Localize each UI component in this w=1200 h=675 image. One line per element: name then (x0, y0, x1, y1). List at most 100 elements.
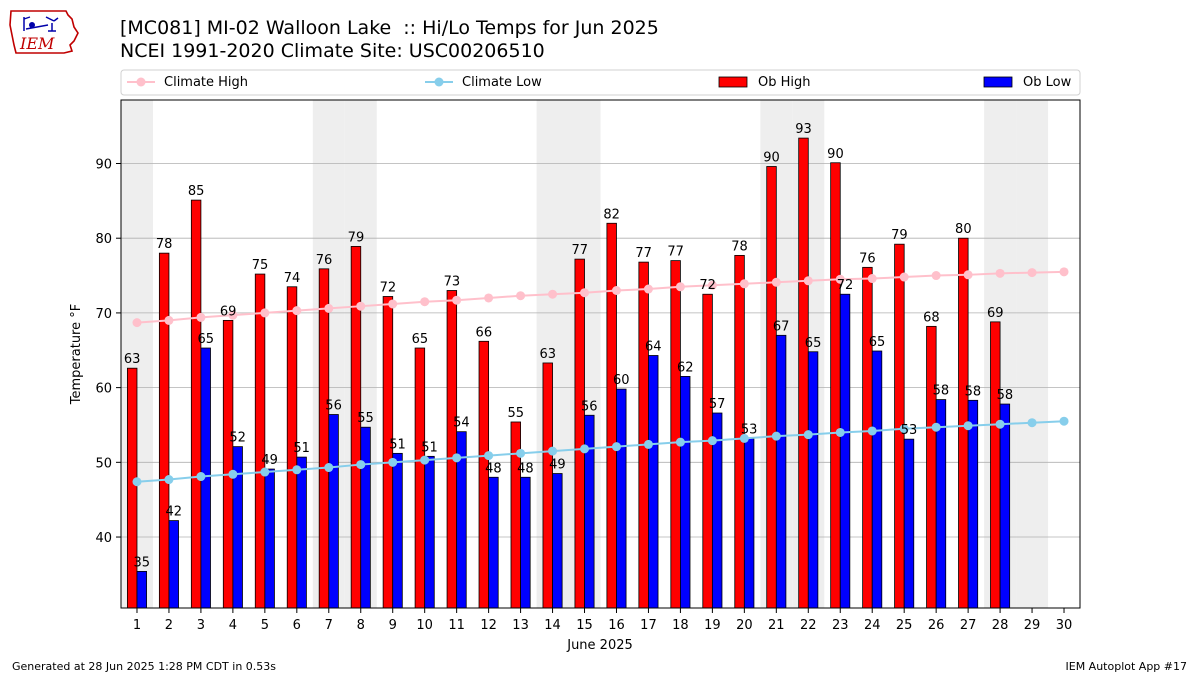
ob-low-bar-1 (136, 570, 147, 609)
ob-high-bar-5 (254, 273, 266, 609)
ob-low-bar-7 (328, 414, 339, 609)
x-tick-label-9: 9 (389, 618, 397, 633)
x-tick-label-29: 29 (1024, 618, 1041, 633)
ob-high-bar-28 (990, 321, 1001, 609)
ob-low-bar-17 (648, 355, 659, 609)
climate-high-line (136, 270, 1065, 324)
ob-high-label-7: 76 (316, 253, 333, 268)
ob-low-bar-13 (520, 476, 531, 609)
ob-low-label-13: 48 (517, 461, 534, 476)
ob-high-label-25: 79 (891, 228, 908, 243)
climate-high-point-20 (739, 279, 749, 289)
ob-low-label-28: 58 (997, 388, 1014, 403)
ob-low-label-15: 56 (581, 399, 598, 414)
climate-high-point-8 (356, 301, 366, 311)
climate-high-point-5 (260, 308, 270, 318)
ob-high-label-19: 72 (699, 278, 716, 293)
x-tick-label-3: 3 (197, 618, 205, 633)
chart-subtitle: NCEI 1991-2020 Climate Site: USC00206510 (120, 40, 545, 62)
ob-low-bar-16 (616, 388, 627, 609)
ob-high-label-6: 74 (284, 271, 301, 286)
y-axis-label: Temperature °F (69, 304, 84, 405)
ob-low-label-21: 67 (773, 319, 790, 334)
ob-high-bar-17 (638, 261, 649, 609)
climate-low-point-21 (771, 431, 781, 441)
ob-high-label-1: 63 (124, 352, 141, 367)
ob-low-bar-18 (680, 376, 691, 609)
climate-low-point-9 (388, 457, 398, 467)
ob-high-label-18: 77 (667, 245, 684, 260)
climate-low-point-28 (995, 419, 1005, 429)
bars (126, 137, 1011, 609)
ob-low-bar-24 (871, 350, 883, 609)
ob-high-label-17: 77 (635, 246, 652, 261)
climate-low-point-12 (484, 451, 494, 461)
ob-high-bar-26 (926, 325, 937, 609)
ob-high-label-2: 78 (156, 237, 173, 252)
climate-high-point-26 (931, 271, 941, 281)
ob-low-bar-21 (775, 334, 787, 609)
ob-low-bar-20 (743, 438, 755, 609)
shaded-day-29 (1016, 100, 1049, 608)
ob-high-bar-4 (222, 319, 234, 609)
climate-low-point-1 (132, 477, 142, 487)
ob-high-bar-2 (158, 252, 170, 609)
climate-high-point-23 (835, 274, 845, 284)
ob-low-bar-27 (967, 399, 979, 609)
ob-high-bar-22 (798, 137, 809, 609)
ob-low-bar-14 (552, 473, 563, 609)
ob-low-label-6: 51 (293, 441, 310, 456)
legend-item-ob-low: Ob Low (983, 75, 1072, 90)
climate-low-point-30 (1059, 416, 1069, 426)
climate-low-point-24 (867, 426, 877, 436)
x-tick-label-18: 18 (672, 618, 689, 633)
ob-low-bar-28 (999, 403, 1011, 609)
climate-high-point-25 (899, 272, 909, 282)
ob-high-label-12: 66 (476, 325, 493, 340)
climate-low-point-27 (963, 421, 973, 431)
legend: Climate High Climate Low Ob High Ob Low (120, 69, 1081, 96)
legend-item-climate-high: Climate High (127, 75, 248, 90)
legend-marker-climate-low (434, 77, 444, 87)
climate-high-point-15 (580, 288, 590, 298)
ob-high-bar-24 (862, 266, 873, 609)
ob-high-label-3: 85 (188, 184, 205, 199)
climate-low-point-19 (707, 436, 717, 446)
x-tick-label-4: 4 (229, 618, 237, 633)
x-tick-label-20: 20 (736, 618, 753, 633)
climate-high-point-3 (196, 312, 206, 322)
ob-high-bar-1 (126, 367, 138, 609)
climate-low-point-20 (739, 433, 749, 443)
climate-high-point-4 (228, 310, 238, 320)
x-tick-label-5: 5 (261, 618, 269, 633)
logo-text: IEM (19, 34, 55, 53)
climate-high-point-24 (867, 274, 877, 284)
legend-label-climate-high: Climate High (164, 75, 248, 90)
x-tick-label-11: 11 (448, 618, 465, 633)
x-tick-label-7: 7 (325, 618, 333, 633)
x-tick-label-2: 2 (165, 618, 173, 633)
y-tick-label-70: 70 (95, 307, 112, 322)
ob-low-label-8: 55 (357, 411, 374, 426)
ob-low-bar-2 (168, 520, 179, 609)
climate-low-point-2 (164, 475, 174, 485)
climate-low-point-29 (1027, 418, 1037, 428)
climate-high-point-7 (324, 303, 334, 313)
climate-low-point-18 (675, 437, 685, 447)
climate-low-point-10 (420, 455, 430, 465)
legend-marker-climate-high (136, 77, 146, 87)
climate-low-point-8 (356, 460, 366, 470)
ob-high-label-8: 79 (348, 230, 365, 245)
climate-high-point-6 (292, 306, 302, 316)
climate-low-point-13 (516, 448, 526, 458)
ob-high-label-21: 90 (763, 150, 780, 165)
iem-logo-graphic: IEM (9, 10, 79, 54)
ob-low-label-20: 53 (741, 422, 758, 437)
ob-high-bar-16 (606, 222, 617, 609)
climate-low-point-17 (643, 439, 653, 449)
ob-low-label-24: 65 (869, 335, 886, 350)
y-gridlines (121, 163, 1080, 538)
x-tick-label-1: 1 (133, 618, 141, 633)
ob-high-label-15: 77 (571, 243, 588, 258)
ob-low-label-26: 58 (933, 384, 950, 399)
